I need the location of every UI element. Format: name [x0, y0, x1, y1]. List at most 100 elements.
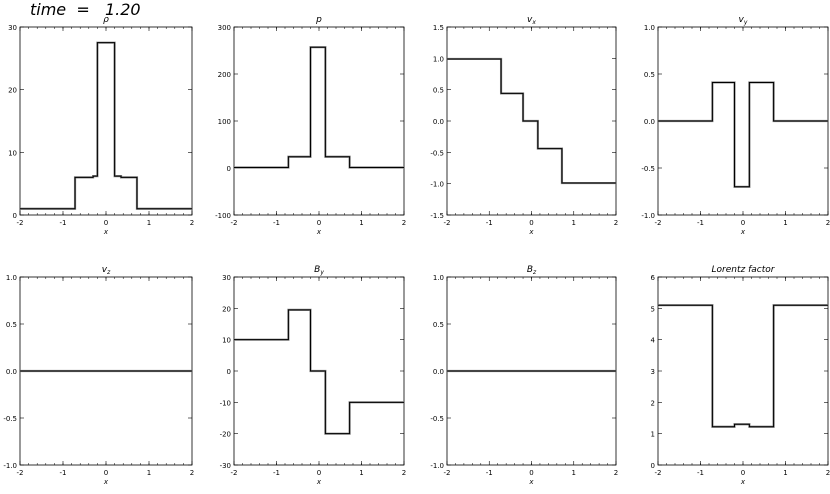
plot-5: -2 -1 0 1 2 -1.0 -0.5 0.0 0.5 1.0 vz x [3, 265, 194, 486]
x-axis-label: x [740, 478, 746, 486]
x-tick-label: -2 [17, 469, 24, 477]
y-tick-label: 0 [227, 165, 231, 173]
series-line [234, 309, 404, 435]
plot-2: -2 -1 0 1 2 -100 0 100 200 300 p x [215, 15, 406, 236]
x-tick-label: 1 [783, 469, 787, 477]
plot-title: Bz [527, 265, 537, 276]
x-tick-label: -1 [60, 219, 67, 227]
x-tick-label: -1 [697, 469, 704, 477]
x-tick-label: 1 [147, 469, 151, 477]
plot-title: ρ [103, 15, 109, 25]
y-tick-label: 0.0 [433, 118, 444, 126]
series-line [447, 58, 616, 184]
y-tick-label: 0.5 [433, 321, 444, 329]
plot-3: -2 -1 0 1 2 -1.5 -1.0 -0.5 0.0 0.5 1.0 1.5 vx x [430, 15, 618, 236]
x-tick-label: -2 [231, 219, 238, 227]
x-axis-label: x [740, 228, 746, 236]
x-tick-label: -2 [17, 219, 24, 227]
series-line [658, 81, 828, 188]
x-tick-label: 1 [572, 219, 576, 227]
y-tick-label: -1.0 [430, 462, 444, 470]
plot-title: vx [527, 15, 536, 26]
y-tick-label: 30 [8, 24, 17, 32]
y-tick-label: 0.0 [433, 368, 444, 376]
y-tick-label: 4 [651, 337, 656, 345]
plot-frame [233, 26, 405, 216]
y-tick-label: 0.5 [644, 71, 655, 79]
y-tick-label: -30 [220, 462, 231, 470]
x-axis-label: x [103, 478, 109, 486]
y-tick-label: 300 [218, 24, 231, 32]
y-tick-label: 100 [218, 118, 231, 126]
plot-title: vz [102, 265, 111, 276]
series-line [234, 46, 404, 169]
x-tick-label: 2 [614, 469, 618, 477]
x-tick-label: 2 [826, 469, 830, 477]
y-tick-label: 10 [8, 149, 17, 157]
plot-frame [19, 26, 193, 216]
x-tick-label: -2 [444, 469, 451, 477]
y-tick-label: -20 [220, 431, 231, 439]
x-tick-label: 0 [317, 219, 321, 227]
y-tick-label: 3 [651, 368, 655, 376]
y-tick-label: -1.0 [3, 462, 17, 470]
x-tick-label: 0 [741, 219, 745, 227]
plot-7: -2 -1 0 1 2 -1.0 -0.5 0.0 0.5 1.0 Bz x [430, 265, 618, 486]
x-tick-label: 2 [614, 219, 618, 227]
x-tick-label: 1 [359, 469, 363, 477]
series-line-exact [658, 81, 828, 188]
y-tick-label: 0 [227, 368, 231, 376]
y-tick-label: 1.0 [644, 24, 655, 32]
y-tick-label: 0.0 [6, 368, 17, 376]
series-line [20, 42, 192, 210]
plot-title: By [314, 265, 324, 276]
series-line-exact [234, 308, 404, 435]
x-tick-label: -1 [273, 469, 280, 477]
series-line-exact [20, 41, 192, 210]
plot-title: vy [739, 15, 748, 26]
x-tick-label: 1 [359, 219, 363, 227]
x-tick-label: 2 [190, 219, 194, 227]
x-tick-label: 1 [572, 469, 576, 477]
x-tick-label: -2 [655, 219, 662, 227]
y-tick-label: 0.5 [433, 87, 444, 95]
y-tick-label: -10 [220, 399, 231, 407]
x-tick-label: 0 [104, 219, 108, 227]
plot-title: Lorentz factor [712, 265, 776, 275]
y-tick-label: 0 [13, 212, 17, 220]
y-tick-label: 1.5 [433, 24, 444, 32]
time-label: time = 1.20 [30, 0, 141, 19]
x-tick-label: 2 [402, 469, 406, 477]
x-axis-label: x [103, 228, 109, 236]
y-tick-label: 1.0 [6, 274, 17, 282]
y-tick-label: -1.0 [430, 181, 444, 189]
x-tick-label: 1 [783, 219, 787, 227]
x-tick-label: 0 [741, 469, 745, 477]
y-tick-label: -0.5 [3, 415, 17, 423]
y-tick-label: 1.0 [433, 274, 444, 282]
y-tick-label: 10 [222, 337, 231, 345]
y-tick-label: -100 [215, 212, 231, 220]
plot-8: -2 -1 0 1 2 0 1 2 3 4 5 6 Lorentz factor x [651, 265, 830, 486]
plot-title: p [315, 15, 322, 25]
y-tick-label: -1.5 [430, 212, 444, 220]
series-line [658, 304, 828, 428]
y-tick-label: 200 [218, 71, 231, 79]
y-tick-label: -0.5 [430, 149, 444, 157]
y-tick-label: 0.0 [644, 118, 655, 126]
x-tick-label: 0 [529, 469, 533, 477]
x-tick-label: 2 [190, 469, 194, 477]
x-axis-label: x [316, 478, 322, 486]
series-line-exact [658, 304, 828, 428]
x-tick-label: -1 [697, 219, 704, 227]
y-tick-label: 2 [651, 399, 655, 407]
series-line-exact [234, 46, 404, 169]
y-tick-label: 5 [651, 305, 655, 313]
x-tick-label: 2 [402, 219, 406, 227]
x-tick-label: -2 [655, 469, 662, 477]
y-tick-label: 0.5 [6, 321, 17, 329]
x-tick-label: 0 [104, 469, 108, 477]
x-tick-label: 2 [826, 219, 830, 227]
